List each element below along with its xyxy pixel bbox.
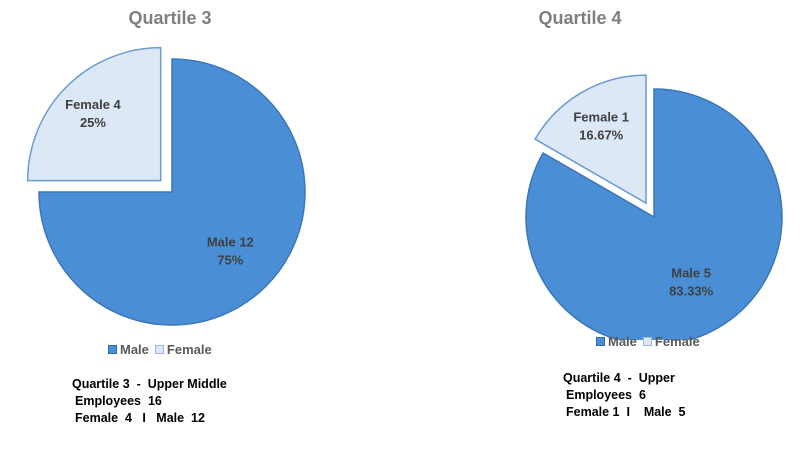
legend-item-female: Female [154,342,212,357]
slice-label-percent: 75% [217,252,243,267]
legend-swatch-female [642,337,652,346]
slice-label-name: Male 5 [671,265,711,280]
legend-swatch-male [108,345,117,354]
pie-slice-female [26,46,162,182]
pie-chart: Male 12 75% Female 4 25% [26,46,306,326]
pie-slice-female [534,74,647,205]
slice-label-percent: 25% [80,115,106,130]
legend-label: Female [166,342,212,357]
slice-label-name: Male 12 [207,234,254,249]
summary-line: Employees 6 [566,388,646,402]
quartile-summary: Quartile 4 - Upper Employees 6 Female 1 I … [563,370,686,421]
legend-label: Female [654,334,700,349]
legend-label: Male [120,342,149,357]
summary-line: Female 1 I Male 5 [566,405,686,419]
slice-label-percent: 16.67% [579,128,624,143]
legend-item-male: Male [108,342,149,357]
pie-chart: Male 5 83.33% Female 1 16.67% [525,74,783,340]
pie-slice-male [525,88,783,340]
chart-title: Quartile 3 [128,8,212,28]
legend-item-female: Female [642,334,700,349]
legend-swatch-female [154,345,164,354]
chart-legend: Male Female [108,342,212,357]
chart-title: Quartile 4 [538,8,622,28]
summary-line: Quartile 3 - Upper Middle [72,377,227,391]
slice-label-name: Female 1 [573,110,629,125]
summary-line: Quartile 4 - Upper [563,371,675,385]
slice-label-percent: 83.33% [669,283,714,298]
chart-legend: Male Female [596,334,700,349]
slice-label-name: Female 4 [65,97,121,112]
legend-label: Male [608,334,637,349]
pie-slice-male [38,58,306,326]
legend-swatch-male [596,337,605,346]
legend-item-male: Male [596,334,637,349]
chart-panel-quartile-3: Quartile 3 Male 12 75% Female 4 25% Male Fe… [26,8,306,427]
chart-panel-quartile-4: Quartile 4 Male 5 83.33% Female 1 16.67% Ma… [400,0,800,455]
summary-line: Female 4 I Male 12 [75,411,205,425]
quartile-summary: Quartile 3 - Upper Middle Employees 16 Fem… [72,376,227,427]
summary-line: Employees 16 [75,394,162,408]
